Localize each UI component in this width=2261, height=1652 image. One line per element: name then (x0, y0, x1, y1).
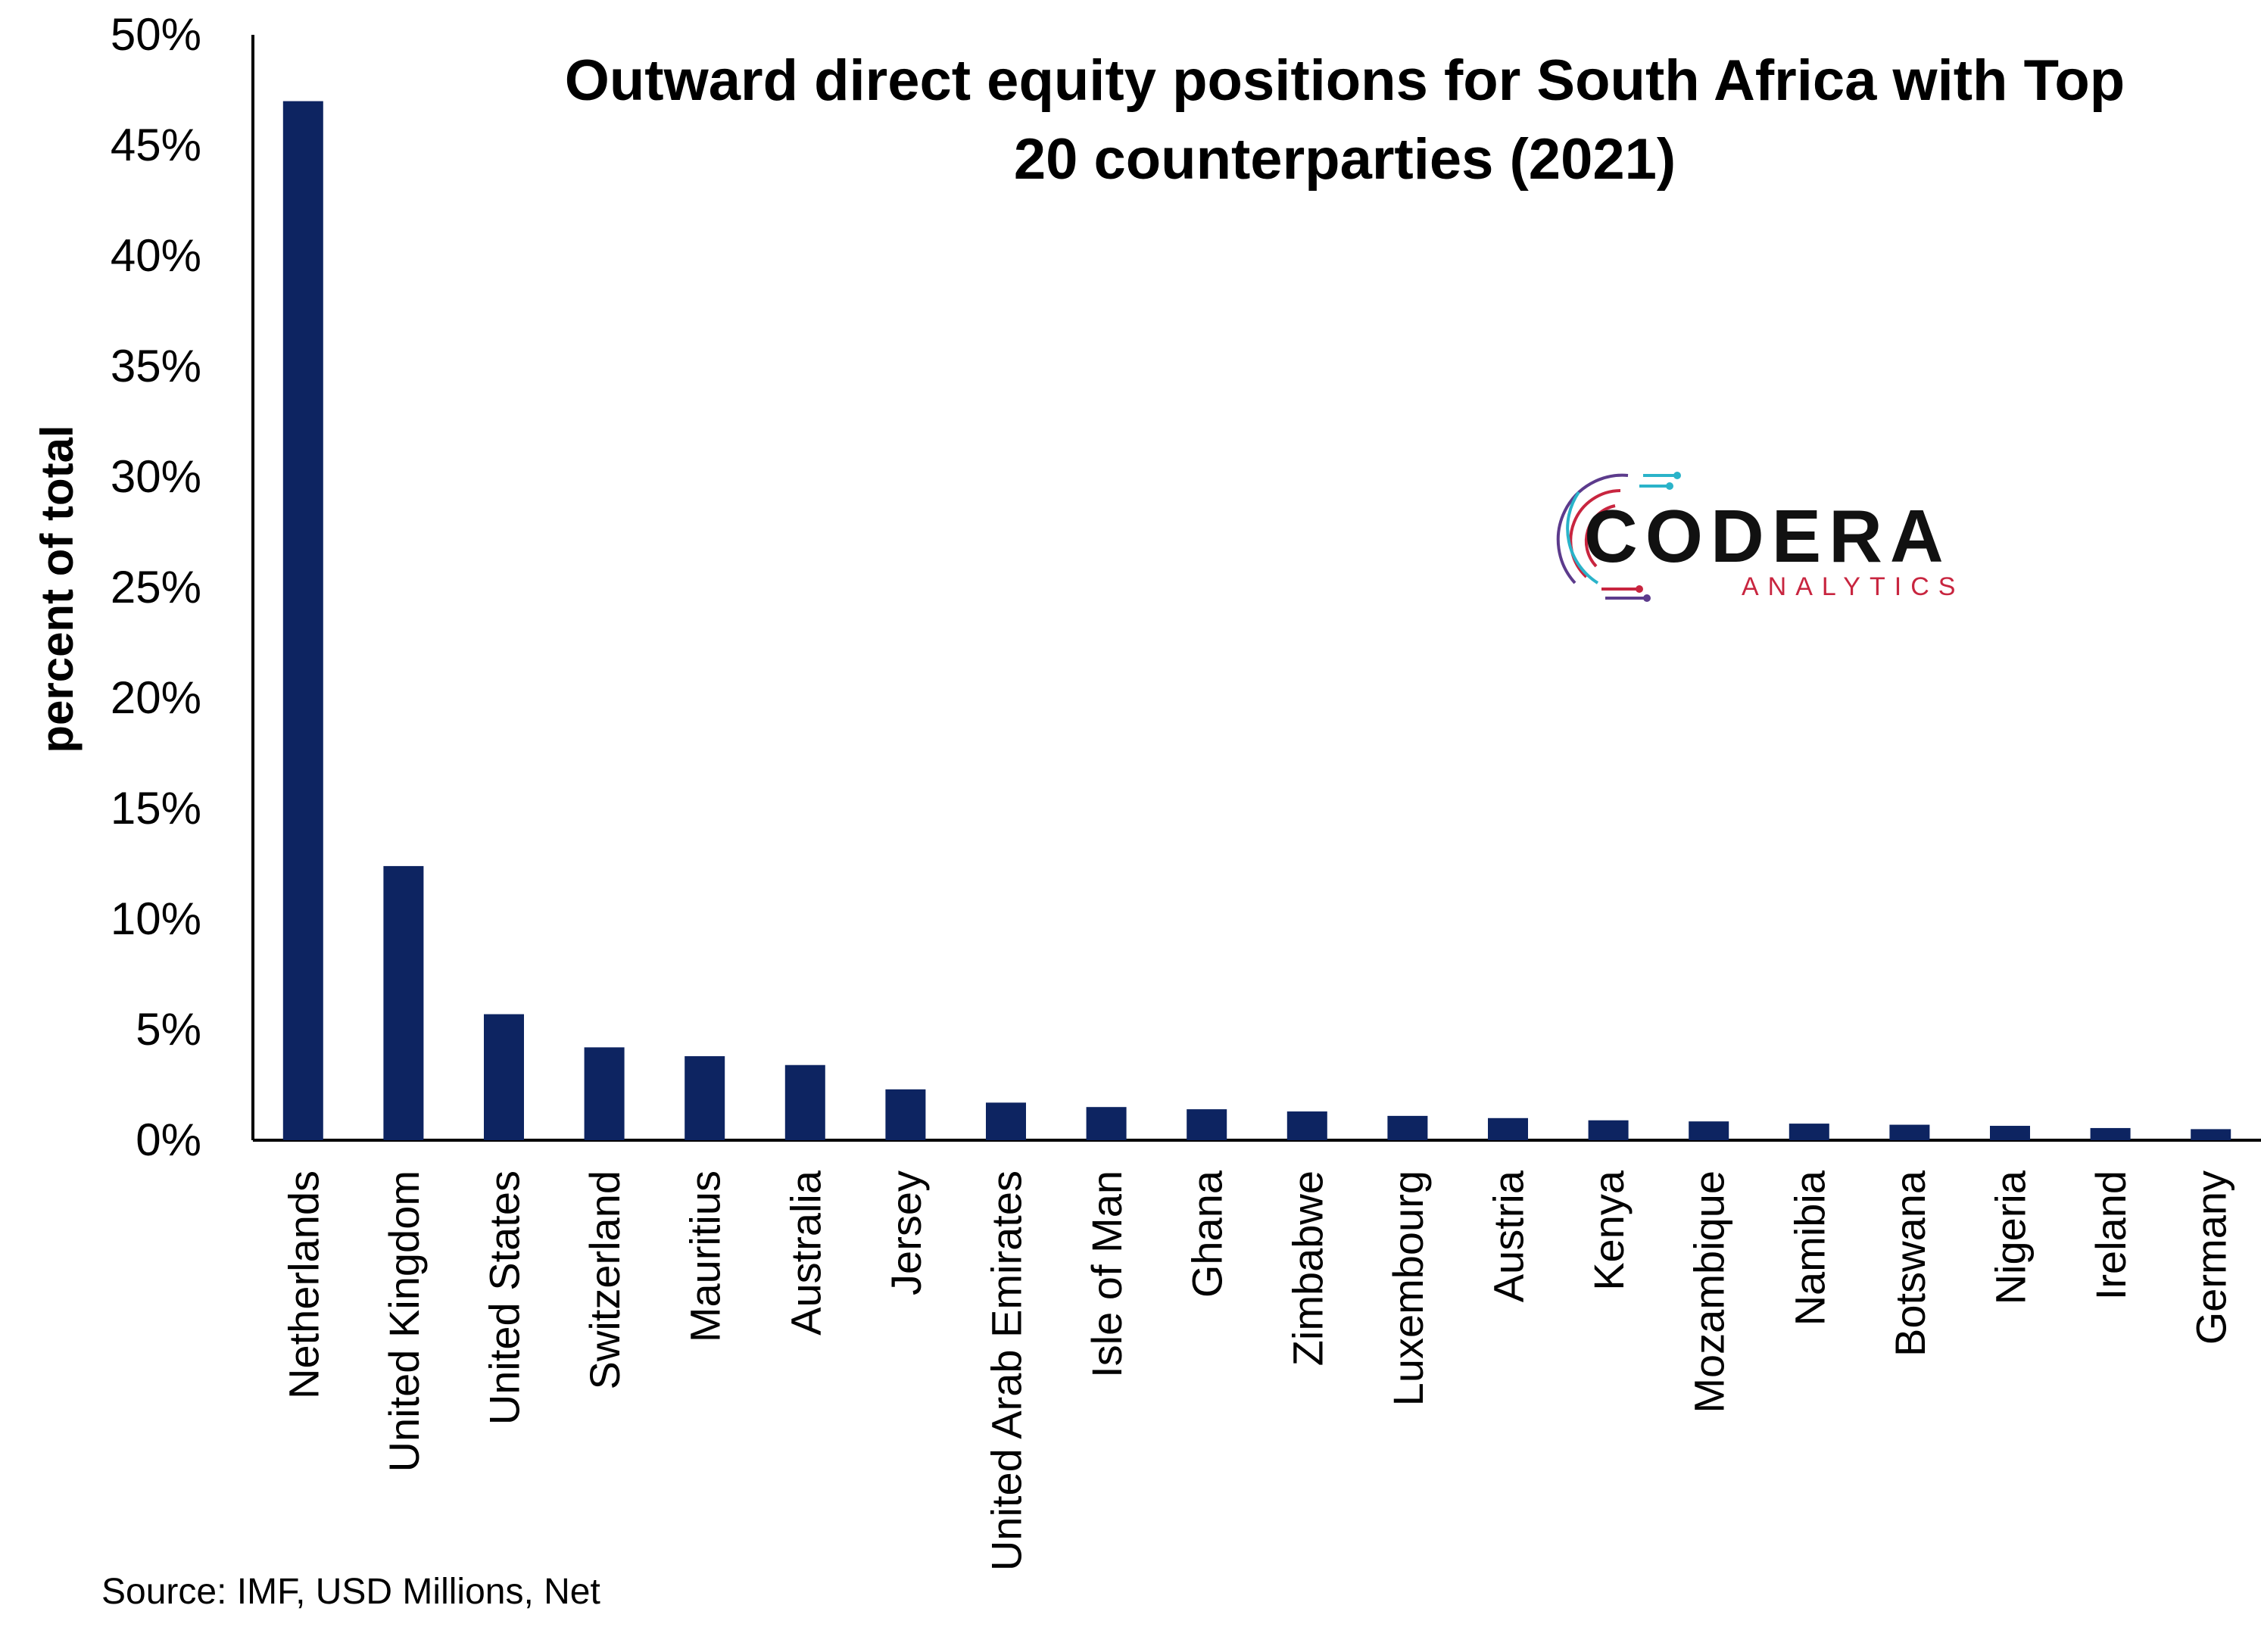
circular-circuit-icon (1556, 472, 1681, 602)
chart-title-line-2: 20 counterparties (2021) (1014, 127, 1676, 192)
bar (784, 1064, 825, 1140)
y-tick-label: 45% (111, 120, 201, 170)
bars (282, 101, 2231, 1141)
bar (1387, 1115, 1428, 1140)
bar (1789, 1124, 1829, 1140)
x-tick-labels: Netherlands United Kingdom United States Sw… (279, 1170, 2234, 1571)
x-tick-label: Australia (781, 1170, 829, 1336)
x-tick-label: Luxembourg (1384, 1170, 1432, 1406)
bar (584, 1047, 625, 1140)
bar (484, 1014, 524, 1140)
x-tick-label: Switzerland (581, 1170, 628, 1389)
bar (1086, 1107, 1127, 1140)
y-tick-labels: 0% 5% 10% 15% 20% 25% 30% 35% 40% 45% 50% (111, 9, 201, 1165)
x-tick-label: United Kingdom (380, 1170, 428, 1472)
y-tick-label: 10% (111, 893, 201, 944)
y-tick-label: 20% (111, 672, 201, 723)
bar (885, 1089, 926, 1140)
bar (2191, 1129, 2231, 1140)
y-tick-label: 30% (111, 451, 201, 502)
x-tick-label: Namibia (1785, 1170, 1833, 1326)
source-note: Source: IMF, USD Millions, Net (101, 1572, 600, 1612)
y-tick-label: 40% (111, 230, 201, 281)
x-tick-label: Mauritius (681, 1170, 729, 1342)
logo-subtitle: ANALYTICS (1742, 572, 1964, 601)
x-tick-label: Austria (1485, 1170, 1533, 1302)
bar (1187, 1109, 1227, 1140)
y-tick-label: 5% (136, 1004, 201, 1055)
bar (282, 101, 323, 1141)
y-tick-label: 15% (111, 783, 201, 834)
bar (383, 865, 424, 1140)
x-tick-label: Botswana (1886, 1170, 1934, 1357)
x-tick-label: Germany (2188, 1170, 2235, 1345)
y-tick-label: 0% (136, 1114, 201, 1165)
y-tick-label: 50% (111, 9, 201, 60)
x-tick-label: Isle of Man (1083, 1170, 1130, 1378)
x-tick-label: United Arab Emirates (983, 1170, 1031, 1571)
y-tick-label: 35% (111, 341, 201, 391)
x-tick-label: Zimbabwe (1283, 1170, 1331, 1366)
bar (986, 1102, 1026, 1140)
bar (685, 1056, 725, 1140)
x-tick-label: Nigeria (1987, 1170, 2035, 1304)
y-tick-label: 25% (111, 562, 201, 612)
codera-logo: CODERA ANALYTICS (1556, 472, 1964, 602)
bar (1990, 1126, 2030, 1140)
logo-name: CODERA (1584, 494, 1951, 578)
x-tick-label: Ghana (1184, 1170, 1231, 1298)
bar (1488, 1117, 1528, 1140)
bar (1286, 1111, 1327, 1140)
x-tick-label: Netherlands (279, 1170, 327, 1399)
x-tick-label: Ireland (2087, 1170, 2135, 1300)
bar (1588, 1120, 1629, 1140)
y-axis-label: percent of total (32, 425, 83, 753)
chart-title-line-1: Outward direct equity positions for Sout… (565, 48, 2125, 113)
x-tick-label: Mozambique (1686, 1170, 1733, 1414)
x-tick-label: Jersey (882, 1170, 930, 1295)
x-tick-label: Kenya (1585, 1170, 1633, 1291)
x-tick-label: United States (481, 1170, 529, 1425)
bar (1689, 1121, 1729, 1140)
bar (1889, 1124, 1930, 1140)
bar (2090, 1127, 2131, 1140)
